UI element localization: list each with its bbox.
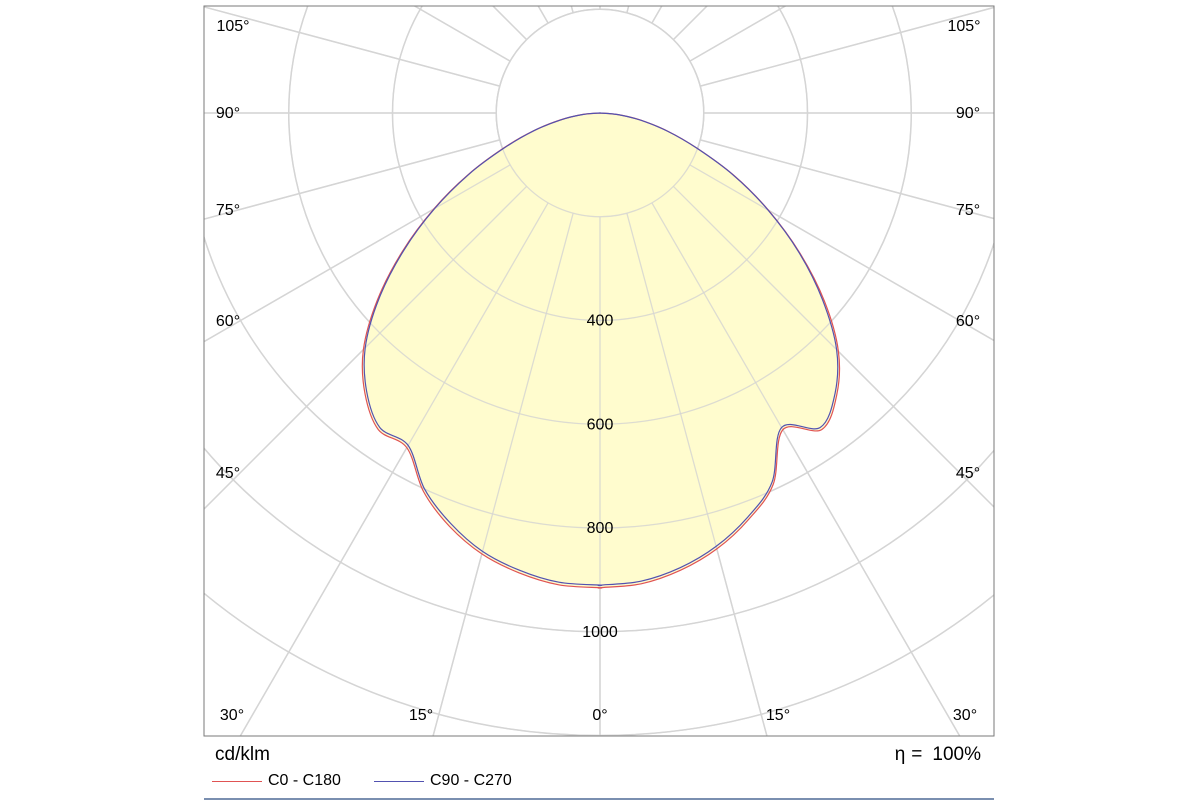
legend-swatch-c0-c180 <box>212 780 262 782</box>
grid-spoke-overlay-30 <box>651 202 961 736</box>
angle-label-left: 90° <box>216 105 240 122</box>
grid-spoke-overlay-330 <box>239 202 549 736</box>
angle-label-left: 60° <box>216 313 240 330</box>
plot-border <box>203 5 995 737</box>
grid-spoke-overlay-75 <box>700 139 994 220</box>
angle-label-right: 30° <box>953 707 977 724</box>
angle-label-left: 30° <box>220 707 244 724</box>
grid-spoke-overlay-105 <box>700 6 994 87</box>
radial-tick-label: 600 <box>587 416 614 433</box>
grid-spoke-overlay-315 <box>204 185 528 510</box>
angle-label-right: 45° <box>956 465 980 482</box>
angle-label-left: 75° <box>216 202 240 219</box>
legend-swatch-c90-c270 <box>374 780 424 782</box>
grid-spoke-overlay-240 <box>413 6 511 62</box>
angle-label-left: 45° <box>216 465 240 482</box>
legend-label-c90-c270: C90 - C270 <box>430 772 512 789</box>
grid-spoke-overlay-45 <box>672 185 994 508</box>
units-label: cd/klm <box>215 744 270 765</box>
angle-label-left: 15° <box>409 707 433 724</box>
grid-spoke-overlay-60 <box>689 164 994 342</box>
angle-label-right: 90° <box>956 105 980 122</box>
radial-tick-label: 1000 <box>582 624 618 641</box>
grid-spoke-overlay-15 <box>626 213 768 736</box>
legend-label-c0-c180: C0 - C180 <box>268 772 341 789</box>
efficiency-symbol: η <box>894 744 906 765</box>
radial-tick-labels: 400 600 800 1000 <box>582 313 618 641</box>
series-curve-1 <box>363 112 839 587</box>
grid-spoke-overlay-255 <box>204 6 500 87</box>
angle-label-right: 75° <box>956 202 980 219</box>
legend-item-c0-c180: C0 - C180 <box>212 770 341 792</box>
grid-spoke-overlay-120 <box>689 6 787 62</box>
angle-label-right: 60° <box>956 313 980 330</box>
angle-label-left: 105° <box>216 18 249 35</box>
efficiency-equals: = <box>911 744 923 765</box>
radial-tick-label: 400 <box>587 313 614 330</box>
angle-label-center: 0° <box>592 707 607 724</box>
radial-tick-label: 800 <box>587 520 614 537</box>
angle-labels: 105° 90° 75° 60° 45° 30° 15° 105° 90° 75° 60° 45° 30… <box>216 18 981 724</box>
grid-spoke-overlay-300 <box>204 164 511 343</box>
legend-item-c90-c270: C90 - C270 <box>374 770 512 792</box>
efficiency-readout: η = 100% <box>895 744 981 766</box>
grid-spoke-overlay-285 <box>204 139 500 220</box>
grid-spoke-overlay-345 <box>432 213 574 736</box>
efficiency-value: 100% <box>932 744 981 765</box>
angle-label-right: 15° <box>766 707 790 724</box>
angle-label-right: 105° <box>947 18 980 35</box>
